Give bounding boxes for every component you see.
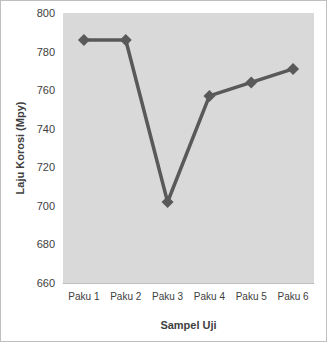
svg-text:660: 660 — [37, 277, 55, 289]
svg-text:Paku 4: Paku 4 — [194, 291, 226, 302]
svg-text:800: 800 — [37, 7, 55, 19]
svg-text:700: 700 — [37, 200, 55, 212]
svg-text:720: 720 — [37, 161, 55, 173]
svg-text:680: 680 — [37, 238, 55, 250]
svg-text:Paku 6: Paku 6 — [278, 291, 310, 302]
svg-text:Paku 2: Paku 2 — [110, 291, 142, 302]
svg-text:780: 780 — [37, 46, 55, 58]
svg-text:Paku 3: Paku 3 — [152, 291, 184, 302]
svg-text:760: 760 — [37, 84, 55, 96]
svg-text:Sampel Uji: Sampel Uji — [160, 319, 216, 331]
svg-text:Paku 5: Paku 5 — [236, 291, 268, 302]
svg-text:Paku 1: Paku 1 — [68, 291, 100, 302]
svg-text:740: 740 — [37, 123, 55, 135]
svg-text:Laju Korosi (Mpy): Laju Korosi (Mpy) — [14, 101, 26, 194]
